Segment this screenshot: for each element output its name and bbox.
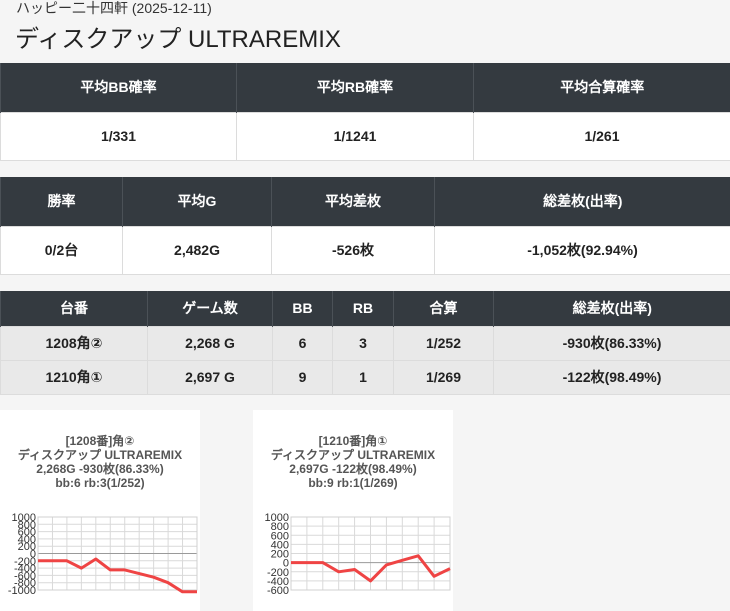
machine-no-cell: 1208角② [0,325,148,361]
y-tick-label: 800 [18,519,36,531]
chart-caption-line: 2,697G -122枚(98.49%) [289,462,417,476]
series-line [291,554,451,583]
games-cell: 2,268 G [147,325,273,361]
win-rate-value: 0/2台 [0,225,123,275]
chart-caption: [1208番]角② ディスクアップ ULTRAREMIX 2,268G -930… [0,434,200,490]
y-tick-label: -200 [14,556,36,568]
series-line [38,557,197,594]
rb-cell: 1 [332,359,394,395]
chart-caption-line: bb:6 rb:3(1/252) [55,476,145,490]
y-tick-label: -1000 [8,585,36,597]
y-tick-label: 1000 [265,512,289,524]
machine-table: 台番 ゲーム数 BB RB 合算 総差枚(出率) 1208角② 2,268 G … [0,291,730,395]
combined-cell: 1/269 [393,359,494,395]
y-tick-label: 200 [271,549,289,561]
y-tick-label: -400 [14,563,36,575]
avg-combined-value: 1/261 [473,111,730,161]
y-tick-label: 600 [271,530,289,542]
y-tick-label: 0 [283,558,289,570]
chart-caption-line: ディスクアップ ULTRAREMIX [270,448,436,462]
result-summary-table: 勝率 平均G 平均差枚 総差枚(出率) 0/2台 2,482G -526枚 -1… [0,177,730,275]
y-tick-label: 0 [30,549,36,561]
chart-caption: [1210番]角① ディスクアップ ULTRAREMIX 2,697G -122… [253,434,453,490]
table-row: 1210角① 2,697 G 9 1 1/269 -122枚(98.49%) [0,359,730,395]
total-diff-value: -1,052枚(92.94%) [434,225,730,275]
avg-diff-value: -526枚 [271,225,435,275]
header-machine-total-diff: 総差枚(出率) [493,291,730,326]
header-avg-diff: 平均差枚 [271,177,435,226]
y-tick-label: 400 [271,539,289,551]
header-avg-combined: 平均合算確率 [473,63,730,112]
avg-bb-value: 1/331 [0,111,237,161]
probability-summary-table: 平均BB確率 平均RB確率 平均合算確率 1/331 1/1241 1/261 [0,63,730,161]
plot-frame [290,516,451,591]
avg-games-value: 2,482G [122,225,272,275]
y-tick-label: 400 [18,534,36,546]
y-tick-label: 1000 [12,512,36,524]
y-tick-label: -800 [14,578,36,590]
combined-cell: 1/252 [393,325,494,361]
y-tick-label: -200 [267,567,289,579]
header-bb: BB [272,291,333,326]
header-combined: 合算 [393,291,494,326]
chart-caption-line: ディスクアップ ULTRAREMIX [17,448,183,462]
machine-no-cell: 1210角① [0,359,148,395]
y-tick-label: -400 [267,576,289,588]
bb-cell: 6 [272,325,333,361]
y-tick-label: 800 [271,521,289,533]
header-games: ゲーム数 [147,291,273,326]
chart-caption-line: [1210番]角① [318,434,388,448]
machine-chart-card-1208: [1208番]角② ディスクアップ ULTRAREMIX 2,268G -930… [0,410,200,611]
y-tick-label: -600 [14,570,36,582]
header-avg-bb: 平均BB確率 [0,63,237,112]
avg-rb-value: 1/1241 [236,111,474,161]
total-diff-cell: -930枚(86.33%) [493,325,730,361]
machine-chart-card-1210: [1210番]角① ディスクアップ ULTRAREMIX 2,697G -122… [253,410,453,611]
y-tick-label: 600 [18,527,36,539]
page-title: ディスクアップ ULTRAREMIX [15,26,341,53]
header-avg-rb: 平均RB確率 [236,63,474,112]
rb-cell: 3 [332,325,394,361]
header-win-rate: 勝率 [0,177,123,226]
bb-cell: 9 [272,359,333,395]
chart-caption-line: bb:9 rb:1(1/269) [308,476,398,490]
hall-date: ハッピー二十四軒 (2025-12-11) [16,0,212,16]
header-machine-no: 台番 [0,291,148,326]
header-total-diff: 総差枚(出率) [434,177,730,226]
y-tick-label: -600 [267,585,289,597]
plot-frame [37,516,198,591]
table-row: 1208角② 2,268 G 6 3 1/252 -930枚(86.33%) [0,325,730,361]
y-tick-label: 200 [18,541,36,553]
games-cell: 2,697 G [147,359,273,395]
total-diff-cell: -122枚(98.49%) [493,359,730,395]
chart-caption-line: 2,268G -930枚(86.33%) [36,462,164,476]
header-rb: RB [332,291,394,326]
chart-caption-line: [1208番]角② [65,434,135,448]
header-avg-games: 平均G [122,177,272,226]
